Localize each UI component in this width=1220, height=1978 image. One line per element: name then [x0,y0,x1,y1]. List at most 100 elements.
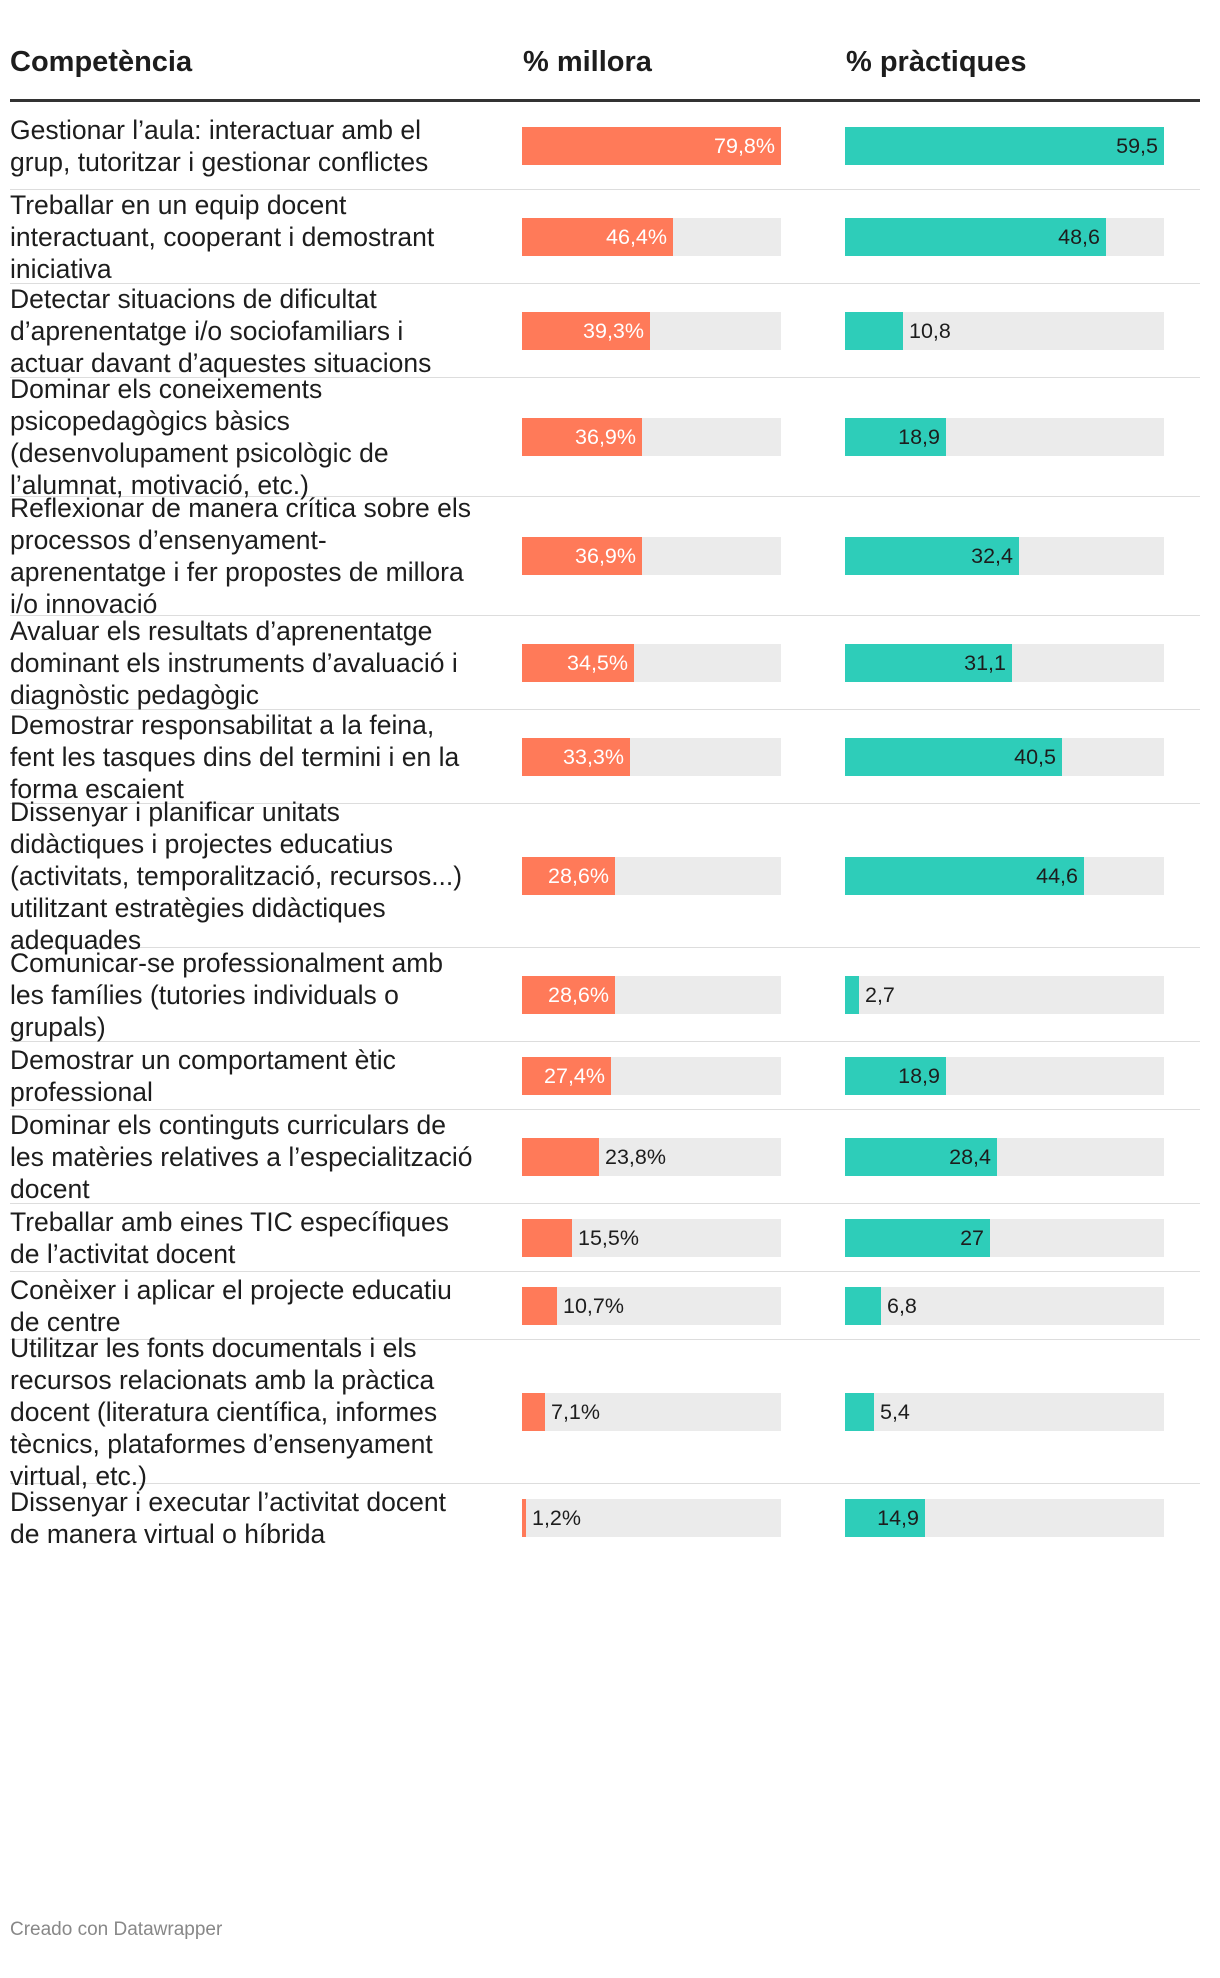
millora-value-label: 34,5% [567,650,628,675]
table-row: Treballar amb eines TIC específiques de … [10,1204,1200,1272]
competencia-label: Dissenyar i planificar unitats didàctiqu… [10,796,463,955]
practiques-value-label: 59,5 [1116,133,1158,158]
millora-value-label: 39,3% [583,318,644,343]
practiques-track: 44,6 [845,856,1164,895]
table-body: Gestionar l’aula: interactuar amb el gru… [10,102,1200,1552]
practiques-value-label: 10,8 [909,318,951,343]
practiques-value-label: 32,4 [971,544,1013,568]
practiques-bar [845,311,903,350]
millora-value-label: 28,6% [548,982,609,1007]
practiques-track: 40,5 [845,737,1164,776]
competencia-label: Demostrar un comportament ètic professio… [10,1044,396,1107]
millora-value-label: 7,1% [551,1399,601,1424]
competencia-label: Utilitzar les fonts documentals i els re… [10,1332,438,1491]
practiques-track: 28,4 [845,1137,1164,1176]
millora-value-label: 46,4% [606,224,667,249]
millora-track: 36,9% [522,537,781,575]
practiques-value-label: 2,7 [865,982,895,1007]
millora-bar [522,1499,526,1537]
table-row: Comunicar-se professionalment amb les fa… [10,948,1200,1042]
practiques-value-label: 5,4 [880,1399,910,1424]
table-row: Dissenyar i executar l’activitat docent … [10,1484,1200,1552]
practiques-track: 5,4 [845,1392,1164,1431]
millora-value-label: 36,9% [575,425,636,449]
competencia-label: Reflexionar de manera crítica sobre els … [10,493,472,619]
millora-track: 10,7% [522,1286,781,1325]
millora-bar [522,311,650,350]
practiques-bar [845,643,1012,682]
millora-track: 79,8% [522,126,781,165]
table-row: Gestionar l’aula: interactuar amb el gru… [10,102,1200,190]
millora-value-label: 79,8% [714,133,775,158]
millora-bar [522,1056,611,1095]
practiques-bar [845,418,946,456]
practiques-bar [845,856,1084,895]
competencia-label: Dissenyar i executar l’activitat docent … [10,1487,446,1549]
competence-table: Competència % millora % pràctiques Gesti… [10,36,1200,1552]
table-row: Avaluar els resultats d’aprenentatge dom… [10,616,1200,710]
practiques-value-label: 48,6 [1058,224,1100,249]
table-row: Dissenyar i planificar unitats didàctiqu… [10,797,1200,955]
competencia-label: Demostrar responsabilitat a la feina, fe… [10,709,460,804]
millora-track: 15,5% [522,1218,781,1257]
millora-track: 7,1% [522,1392,781,1431]
practiques-bar [845,1056,946,1095]
practiques-bar [845,975,859,1014]
practiques-track: 48,6 [845,217,1164,256]
millora-bar [522,1286,557,1325]
competencia-label: Conèixer i aplicar el projecte educatiu … [10,1274,452,1337]
millora-bar [522,1392,545,1431]
practiques-value-label: 6,8 [887,1293,917,1318]
table-row: Dominar els continguts curriculars de le… [10,1110,1200,1204]
practiques-value-label: 40,5 [1014,744,1056,769]
practiques-bar [845,1218,990,1257]
table-row: Dominar els coneixements psicopedagògics… [10,374,1200,500]
practiques-value-label: 28,4 [949,1144,991,1169]
practiques-track: 59,5 [845,126,1164,165]
competencia-label: Avaluar els resultats d’aprenentatge dom… [10,615,458,710]
practiques-track: 6,8 [845,1286,1164,1325]
millora-value-label: 33,3% [563,744,624,769]
millora-bar [522,856,615,895]
practiques-track: 32,4 [845,537,1164,575]
millora-value-label: 36,9% [575,544,636,568]
millora-bar [522,537,642,575]
table-row: Utilitzar les fonts documentals i els re… [10,1333,1200,1491]
millora-track: 34,5% [522,643,781,682]
practiques-track: 31,1 [845,643,1164,682]
practiques-value-label: 44,6 [1036,863,1078,888]
millora-track: 28,6% [522,975,781,1014]
practiques-bar [845,1286,881,1325]
header-millora: % millora [523,46,652,78]
competencia-label: Gestionar l’aula: interactuar amb el gru… [10,114,429,177]
millora-track: 23,8% [522,1137,781,1176]
millora-value-label: 27,4% [544,1063,605,1088]
millora-track: 39,3% [522,311,781,350]
millora-track: 27,4% [522,1056,781,1095]
practiques-bar [845,1137,997,1176]
competencia-label: Dominar els coneixements psicopedagògics… [10,374,389,500]
millora-value-label: 10,7% [563,1293,624,1318]
millora-bar [522,975,615,1014]
header-practiques: % pràctiques [846,46,1027,78]
table-row: Conèixer i aplicar el projecte educatiu … [10,1272,1200,1340]
table-row: Reflexionar de manera crítica sobre els … [10,493,1200,619]
table-row: Detectar situacions de dificultat d’apre… [10,284,1200,378]
competencia-label: Comunicar-se professionalment amb les fa… [10,947,444,1042]
practiques-value-label: 18,9 [898,425,940,449]
millora-bar [522,217,673,256]
practiques-track: 27 [845,1218,1164,1257]
datawrapper-credit[interactable]: Creado con Datawrapper [10,1919,223,1940]
practiques-bar [845,537,1019,575]
table-row: Treballar en un equip docent interactuan… [10,190,1200,284]
header-competencia: Competència [10,46,193,78]
practiques-track: 14,9 [845,1499,1164,1537]
practiques-bar [845,737,1062,776]
millora-track: 46,4% [522,217,781,256]
millora-bar [522,1218,572,1257]
millora-value-label: 1,2% [532,1506,582,1530]
millora-track: 28,6% [522,856,781,895]
practiques-value-label: 27 [960,1225,984,1250]
millora-bar [522,418,642,456]
practiques-track: 18,9 [845,418,1164,456]
